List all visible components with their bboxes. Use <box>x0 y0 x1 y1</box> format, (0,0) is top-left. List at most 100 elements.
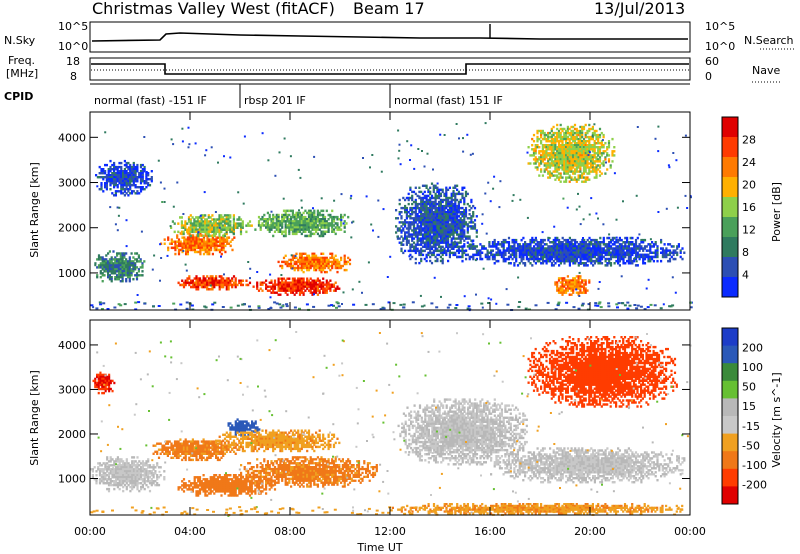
range-gate-cell <box>298 287 302 290</box>
range-gate-cell <box>234 224 237 227</box>
range-gate-cell <box>185 240 188 243</box>
range-gate-cell <box>202 285 205 289</box>
range-gate-cell <box>141 172 144 175</box>
range-gate-cell <box>282 234 286 238</box>
range-gate-cell <box>227 277 230 280</box>
range-gate-cell <box>343 260 346 264</box>
range-gate-cell <box>290 209 293 213</box>
range-gate-cell <box>182 226 185 229</box>
range-gate-cell <box>117 278 120 281</box>
range-gate-cell <box>466 231 469 234</box>
range-gate-cell <box>291 222 294 225</box>
freq-tick-top: 18 <box>66 55 80 68</box>
range-gate-cell <box>147 182 150 185</box>
range-gate-cell <box>311 213 314 217</box>
range-gate-cell <box>208 242 211 245</box>
range-gate-cell <box>134 184 137 187</box>
range-gate-cell <box>311 279 314 282</box>
range-gate-cell <box>125 180 128 183</box>
range-gate-cell <box>504 253 507 257</box>
range-gate-cell <box>266 222 269 225</box>
range-gate-cell <box>134 274 137 277</box>
range-gate-cell <box>127 188 130 191</box>
range-gate-cell <box>311 281 314 284</box>
range-gate-cell <box>281 215 284 219</box>
range-gate-cell <box>309 266 312 270</box>
noise-cell <box>223 155 225 158</box>
range-gate-cell <box>223 214 226 217</box>
range-gate-cell <box>259 226 262 229</box>
range-gate-cell <box>213 238 216 241</box>
range-gate-cell <box>295 266 298 270</box>
range-gate-cell <box>340 222 343 225</box>
range-gate-cell <box>407 227 410 230</box>
range-gate-cell <box>206 283 209 287</box>
noise-cell <box>462 137 464 140</box>
noise-cell <box>369 166 371 169</box>
range-gate-cell <box>323 287 327 290</box>
range-gate-cell <box>163 238 166 241</box>
range-gate-cell <box>99 256 102 259</box>
range-gate-cell <box>193 226 196 229</box>
range-gate-cell <box>202 216 205 219</box>
range-gate-cell <box>270 220 273 223</box>
range-gate-cell <box>126 272 130 275</box>
range-gate-cell <box>114 192 117 195</box>
range-gate-cell <box>579 168 582 171</box>
range-gate-cell <box>286 215 289 219</box>
range-gate-cell <box>195 279 198 282</box>
range-gate-cell <box>429 259 432 263</box>
range-gate-cell <box>313 218 316 221</box>
range-gate-cell <box>398 221 401 224</box>
range-gate-cell <box>327 281 330 284</box>
range-gate-cell <box>215 238 218 241</box>
range-gate-cell <box>204 283 207 287</box>
range-gate-cell <box>668 259 672 263</box>
range-gate-cell <box>263 224 266 227</box>
range-gate-cell <box>222 240 225 243</box>
range-gate-cell <box>331 285 334 288</box>
range-gate-cell <box>338 228 341 231</box>
range-gate-cell <box>295 287 298 290</box>
range-gate-cell <box>300 289 303 292</box>
range-gate-cell <box>323 224 327 227</box>
range-gate-cell <box>318 211 321 215</box>
range-gate-cell <box>101 258 104 261</box>
noise-cell <box>166 254 169 257</box>
range-gate-cell <box>222 238 225 241</box>
range-gate-cell <box>135 266 139 269</box>
range-gate-cell <box>320 264 323 268</box>
range-gate-cell <box>304 226 307 229</box>
range-gate-cell <box>286 262 289 266</box>
range-gate-cell <box>515 259 518 263</box>
range-gate-cell <box>266 228 269 231</box>
range-gate-cell <box>104 182 107 185</box>
range-gate-cell <box>101 280 104 283</box>
range-gate-cell <box>143 188 146 191</box>
range-gate-cell <box>298 293 302 296</box>
range-gate-cell <box>306 281 309 284</box>
range-gate-cell <box>193 222 196 225</box>
range-gate-cell <box>184 220 187 223</box>
range-gate-cell <box>102 170 105 173</box>
range-gate-cell <box>297 213 300 217</box>
range-gate-cell <box>126 274 130 277</box>
range-gate-cell <box>119 272 122 275</box>
range-gate-cell <box>120 170 123 173</box>
range-gate-cell <box>464 213 468 216</box>
range-gate-cell <box>297 268 300 272</box>
range-gate-cell <box>464 206 468 210</box>
range-gate-cell <box>272 222 275 225</box>
range-gate-cell <box>199 234 202 237</box>
range-gate-cell <box>102 172 105 175</box>
range-gate-cell <box>116 254 119 257</box>
range-gate-cell <box>108 262 111 265</box>
range-gate-cell <box>239 228 243 231</box>
range-gate-cell <box>302 281 305 284</box>
range-gate-cell <box>273 224 277 227</box>
range-gate-cell <box>313 289 316 292</box>
range-gate-cell <box>123 270 126 273</box>
range-gate-cell <box>232 226 235 229</box>
range-gate-cell <box>135 272 139 275</box>
